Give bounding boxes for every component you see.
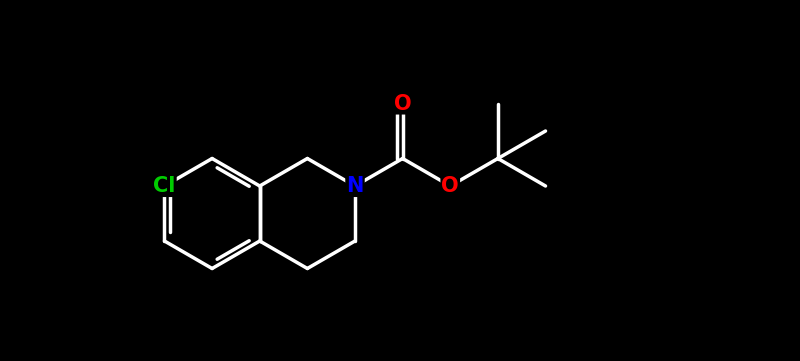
- Text: N: N: [346, 176, 364, 196]
- Text: O: O: [394, 93, 411, 113]
- Text: Cl: Cl: [154, 176, 176, 196]
- Text: O: O: [442, 176, 459, 196]
